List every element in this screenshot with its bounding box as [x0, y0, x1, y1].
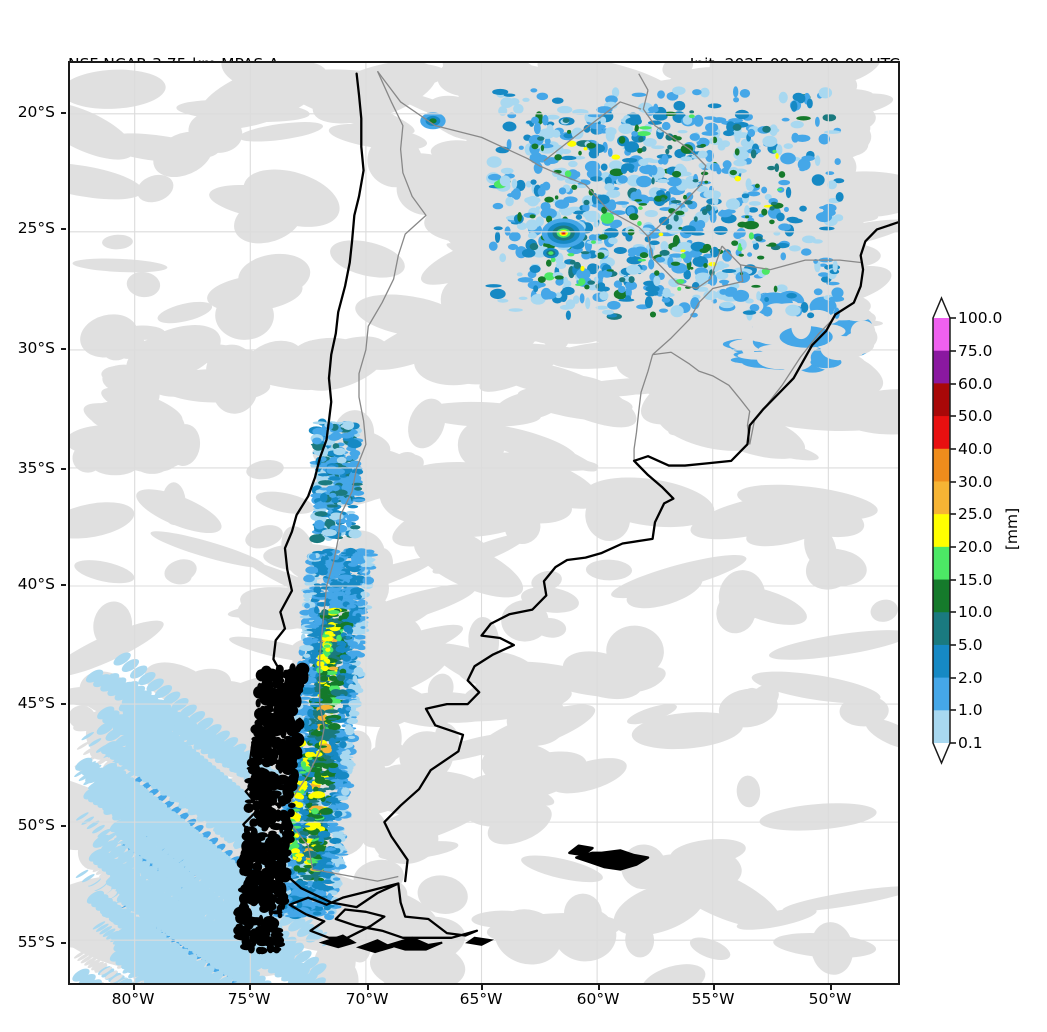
longitude-axis: 80°W 75°W 70°W 65°W 60°W 55°W 50°W: [68, 988, 900, 1018]
longitude-tick-label-5: 55°W: [691, 990, 735, 1008]
longitude-tick-mark-1: [249, 985, 251, 990]
colorbar-tick-label-6: 25.0: [958, 505, 993, 523]
latitude-tick-mark-3: [61, 468, 66, 470]
longitude-tick-label-4: 60°W: [576, 990, 620, 1008]
precipitation-map[interactable]: [70, 63, 898, 983]
latitude-tick-mark-0: [61, 112, 66, 114]
latitude-axis: 20°S 25°S 30°S 35°S 40°S 45°S 50°S 55°S: [0, 61, 58, 985]
latitude-tick-mark-1: [61, 228, 66, 230]
colorbar-tick-label-0: 100.0: [958, 309, 1003, 327]
precip-layer-convective: [272, 86, 845, 921]
colorbar-tick-label-10: 5.0: [958, 636, 983, 654]
latitude-tick-label-0: 20°S: [17, 103, 55, 121]
colorbar-tick-label-13: 0.1: [958, 734, 983, 752]
latitude-tick-label-2: 30°S: [17, 339, 55, 357]
longitude-tick-mark-5: [713, 985, 715, 990]
colorbar-tick-label-1: 75.0: [958, 342, 993, 360]
latitude-tick-label-4: 40°S: [17, 575, 55, 593]
longitude-tick-mark-4: [598, 985, 600, 990]
longitude-tick-label-1: 75°W: [227, 990, 271, 1008]
longitude-tick-label-0: 80°W: [111, 990, 155, 1008]
latitude-tick-mark-5: [61, 703, 66, 705]
longitude-tick-label-2: 70°W: [345, 990, 389, 1008]
colorbar-tick-label-3: 50.0: [958, 407, 993, 425]
country-borders: [288, 70, 861, 882]
longitude-tick-mark-6: [830, 985, 832, 990]
longitude-tick-label-3: 65°W: [459, 990, 503, 1008]
colorbar-tick-label-2: 60.0: [958, 375, 993, 393]
latitude-tick-label-5: 45°S: [17, 694, 55, 712]
colorbar-tick-label-9: 10.0: [958, 603, 993, 621]
colorbar-tick-label-7: 20.0: [958, 538, 993, 556]
latitude-tick-label-3: 35°S: [17, 459, 55, 477]
latitude-tick-mark-7: [61, 942, 66, 944]
latitude-tick-label-1: 25°S: [17, 219, 55, 237]
colorbar-tick-label-8: 15.0: [958, 571, 993, 589]
latitude-tick-mark-4: [61, 584, 66, 586]
colorbar-axis-label: [mm]: [1003, 507, 1021, 551]
latitude-tick-mark-2: [61, 348, 66, 350]
longitude-tick-label-6: 50°W: [808, 990, 852, 1008]
colorbar[interactable]: 100.0 75.0 60.0 50.0 40.0 30.0 25.0 20.0 15.0 10.…: [921, 292, 1047, 767]
map-plot-frame[interactable]: [68, 61, 900, 985]
latitude-tick-label-7: 55°S: [17, 933, 55, 951]
colorbar-tick-label-11: 2.0: [958, 669, 983, 687]
longitude-tick-mark-0: [133, 985, 135, 990]
latitude-tick-label-6: 50°S: [17, 816, 55, 834]
coastlines: [233, 72, 898, 955]
longitude-tick-mark-3: [481, 985, 483, 990]
colorbar-tick-label-4: 40.0: [958, 440, 993, 458]
colorbar-tick-label-5: 30.0: [958, 473, 993, 491]
colorbar-gradient: [932, 296, 956, 765]
colorbar-tick-label-12: 1.0: [958, 701, 983, 719]
latitude-tick-mark-6: [61, 825, 66, 827]
longitude-tick-mark-2: [367, 985, 369, 990]
